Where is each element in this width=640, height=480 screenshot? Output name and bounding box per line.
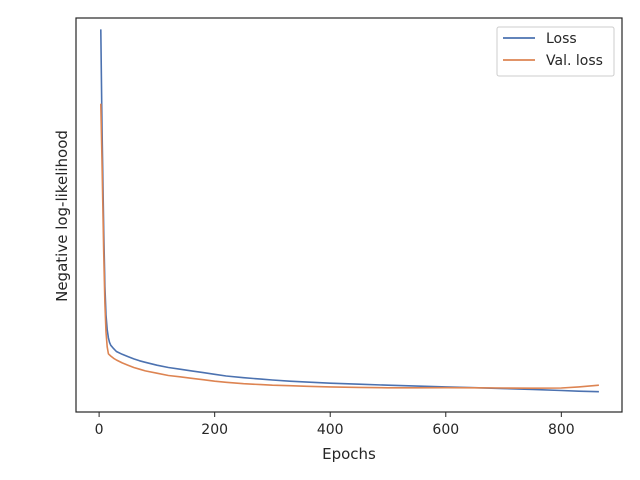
x-tick-label: 0 <box>95 422 104 438</box>
x-tick-label: 400 <box>317 422 344 438</box>
x-tick-label: 600 <box>432 422 459 438</box>
x-tick-label: 800 <box>548 422 575 438</box>
x-axis-ticks: 0 200 400 600 800 <box>95 412 575 438</box>
y-axis-label: Negative log-likelihood <box>53 130 71 302</box>
series-lines <box>100 29 599 393</box>
legend-label: Val. loss <box>546 53 603 69</box>
legend-box <box>496 26 615 77</box>
plot-frame <box>75 17 623 413</box>
series-line-loss <box>100 29 599 393</box>
x-axis-label: Epochs <box>322 445 376 463</box>
legend-label: Loss <box>546 31 577 47</box>
legend: Loss Val. loss <box>496 26 615 77</box>
series-line-val-loss <box>100 103 599 390</box>
x-tick-label: 200 <box>201 422 228 438</box>
